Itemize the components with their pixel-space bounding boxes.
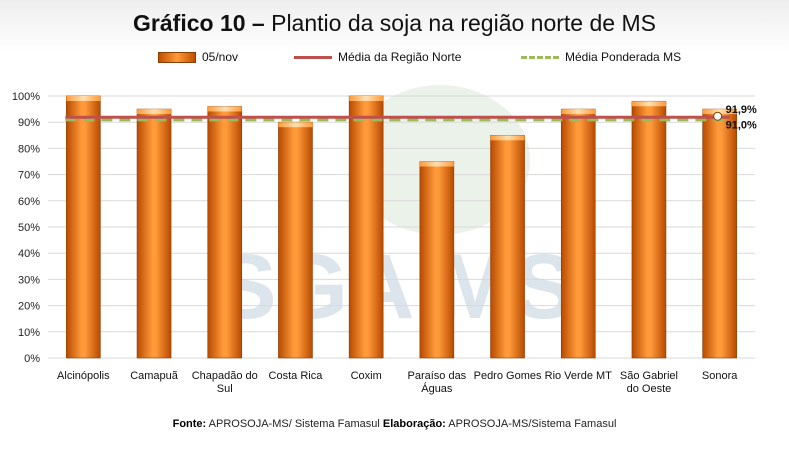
bar	[631, 100, 667, 359]
bar-top-highlight	[66, 96, 101, 101]
footer-elab-label: Elaboração:	[382, 418, 446, 430]
footer-source: Fonte: APROSOJA-MS/ Sistema Famasul Elab…	[0, 418, 789, 430]
x-tick-label: Pedro Gomes	[474, 370, 542, 382]
bar-body	[631, 100, 667, 359]
legend: 05/nov Média da Região Norte Média Ponde…	[0, 50, 789, 68]
bar-top-highlight	[490, 135, 525, 141]
bar	[702, 108, 737, 359]
regiao-norte-label: 91,9%	[726, 104, 757, 116]
legend-item-dash: Média Ponderada MS	[521, 50, 681, 64]
legend-dash-label: Média Ponderada MS	[565, 50, 682, 64]
y-axis-ticks: 0% 10% 20% 30% 40% 50% 60% 70% 80% 90% 100%	[12, 91, 40, 365]
x-tick-label: Chapadão do	[192, 370, 258, 382]
bar-top-highlight	[419, 161, 454, 167]
bar	[348, 95, 384, 359]
x-tick-label: Coxim	[351, 370, 382, 382]
bar-body	[348, 95, 384, 359]
bar-body	[490, 135, 525, 359]
legend-line-label: Média da Região Norte	[338, 50, 462, 64]
chart-title-text: Plantio da soja na região norte de MS	[271, 10, 656, 36]
regiao-norte-marker	[713, 111, 723, 121]
bar-top-highlight	[561, 109, 596, 115]
x-tick-label: Rio Verde MT	[545, 370, 613, 382]
y-tick-label: 60%	[18, 196, 40, 208]
bar-body	[278, 121, 313, 359]
x-tick-label: Costa Rica	[269, 370, 324, 382]
bar	[278, 121, 313, 359]
title-band	[0, 0, 789, 52]
y-tick-label: 20%	[18, 301, 40, 313]
bar-top-highlight	[278, 122, 313, 128]
x-tick-label: Paraíso das	[407, 370, 466, 382]
y-tick-label: 50%	[18, 222, 40, 234]
legend-bar-label: 05/nov	[202, 50, 239, 64]
chart-title-number: Gráfico 10 –	[133, 10, 265, 36]
legend-line-swatch	[294, 55, 332, 59]
footer-fonte-text: APROSOJA-MS/ Sistema Famasul	[208, 418, 380, 430]
bar	[419, 161, 455, 359]
y-tick-label: 90%	[18, 117, 40, 129]
y-tick-label: 30%	[18, 274, 40, 286]
x-tick-label: Águas	[421, 382, 453, 395]
bar	[560, 108, 596, 359]
bar	[66, 95, 101, 359]
bars	[66, 95, 737, 359]
bar-body	[207, 106, 243, 359]
x-tick-label: São Gabriel	[620, 370, 678, 382]
legend-bar-swatch	[158, 51, 196, 63]
x-tick-label: Sonora	[702, 370, 738, 382]
reference-lines: 91,9% 91,0%	[65, 104, 757, 132]
bar	[490, 135, 525, 359]
bar-body	[560, 108, 596, 359]
x-tick-label: Alcinópolis	[57, 370, 110, 382]
y-tick-label: 40%	[18, 248, 40, 260]
footer-fonte-label: Fonte:	[172, 418, 207, 430]
bar-body	[702, 108, 737, 359]
chart-title: Gráfico 10 – Plantio da soja na região n…	[0, 10, 789, 37]
bar-top-highlight	[631, 101, 666, 107]
y-tick-label: 10%	[18, 327, 40, 339]
y-tick-label: 80%	[18, 143, 40, 155]
bar-body	[136, 108, 172, 359]
bar-top-highlight	[207, 106, 242, 112]
y-tick-label: 70%	[18, 170, 40, 182]
ponderada-ms-label: 91,0%	[726, 120, 757, 132]
legend-dash-swatch	[521, 55, 559, 59]
legend-item-line: Média da Região Norte	[294, 50, 461, 64]
bar	[136, 108, 172, 359]
bar-chart: SGA MS 0%10%20%30%40%50%60%70%80%90%100%…	[12, 85, 757, 395]
x-tick-label: do Oeste	[627, 383, 672, 395]
bar-top-highlight	[137, 109, 172, 115]
x-tick-label: Camapuã	[130, 370, 179, 382]
legend-item-bar: 05/nov	[158, 50, 238, 64]
bar-body	[66, 95, 101, 359]
y-tick-label: 0%	[24, 353, 40, 365]
bar-body	[419, 161, 455, 359]
x-tick-label: Sul	[217, 383, 233, 395]
footer-elab-text: APROSOJA-MS/Sistema Famasul	[448, 418, 617, 430]
bar-top-highlight	[702, 109, 737, 115]
y-tick-label: 100%	[12, 91, 40, 103]
bar-top-highlight	[349, 96, 384, 101]
bar	[207, 106, 243, 359]
